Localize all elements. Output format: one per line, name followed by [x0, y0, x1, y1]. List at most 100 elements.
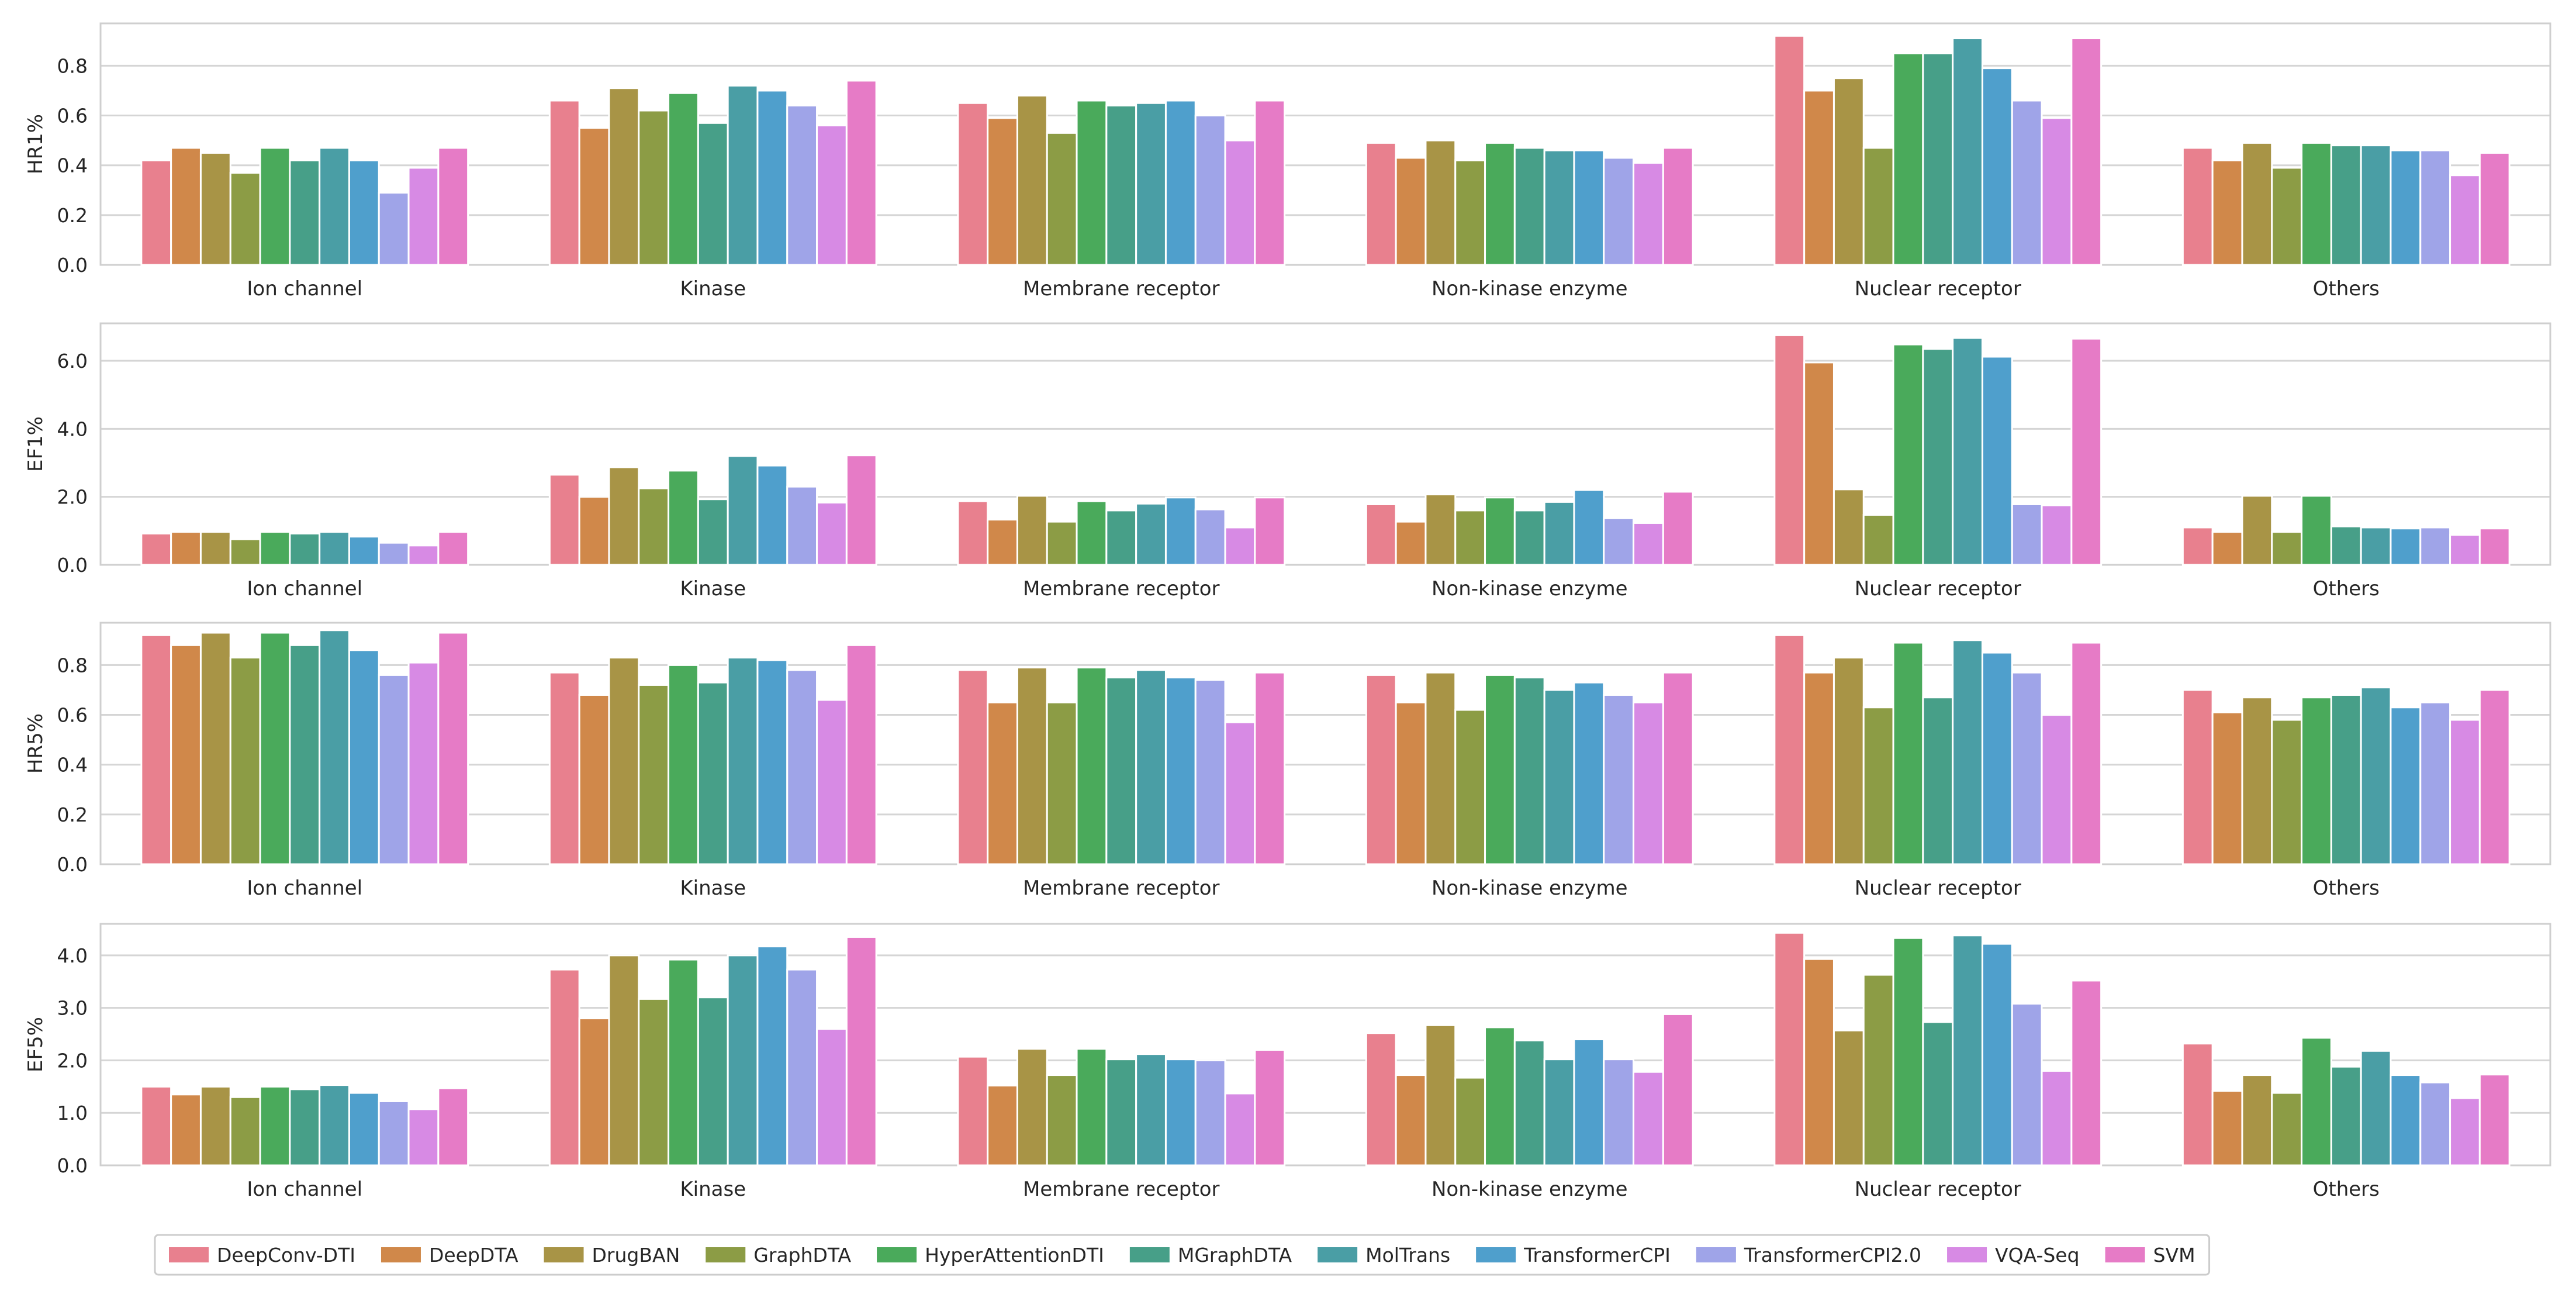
bar: [1922, 348, 1954, 566]
legend-entry: GraphDTA: [753, 1244, 851, 1267]
legend-entry: DrugBAN: [592, 1244, 680, 1267]
bar: [987, 701, 1018, 865]
bar: [1892, 52, 1924, 266]
bar: [2360, 1050, 2392, 1167]
bar: [668, 664, 699, 865]
x-tick-label: Ion channel: [247, 277, 362, 301]
bar: [1194, 115, 1226, 266]
bar: [638, 109, 670, 266]
bar: [1016, 94, 1048, 266]
bar: [957, 669, 989, 865]
bar: [578, 127, 610, 266]
x-tick-label: Nuclear receptor: [1855, 277, 2021, 301]
bar: [578, 693, 610, 865]
plot-frame: [99, 322, 2551, 566]
bar: [957, 1055, 989, 1167]
bar: [845, 454, 877, 566]
bar: [1194, 679, 1226, 865]
bar: [1046, 520, 1078, 566]
bar: [1922, 52, 1954, 266]
bar: [229, 171, 261, 266]
bar: [1773, 334, 1806, 566]
legend-entry: HyperAttentionDTI: [925, 1244, 1104, 1267]
legend-entry: MolTrans: [1365, 1244, 1450, 1267]
x-tick-label: Kinase: [680, 277, 746, 301]
legend-swatch: [1476, 1247, 1516, 1262]
bar: [1424, 671, 1457, 865]
plot-frame: [99, 923, 2551, 1167]
bar: [348, 159, 380, 266]
bar: [1773, 931, 1806, 1167]
bar: [668, 470, 699, 566]
legend-swatch: [169, 1247, 209, 1262]
plot-frame: [99, 22, 2551, 266]
bar: [170, 147, 202, 266]
bar: [1633, 1071, 1664, 1167]
bar: [2041, 117, 2073, 266]
bar: [170, 1093, 202, 1167]
bar: [2360, 686, 2392, 865]
bar: [1892, 641, 1924, 865]
bar: [1922, 1021, 1954, 1167]
bar: [1454, 709, 1486, 865]
bar: [1573, 1038, 1605, 1167]
bar: [229, 538, 261, 566]
bar: [2181, 147, 2214, 266]
bar: [1484, 496, 1516, 566]
y-tick-label: 0.8: [57, 654, 88, 677]
bar: [1662, 1013, 1694, 1167]
bar: [1076, 1048, 1108, 1167]
x-tick-label: Kinase: [680, 577, 746, 601]
bar: [1016, 1048, 1048, 1167]
bar: [1046, 1074, 1078, 1167]
legend-swatch: [1129, 1247, 1170, 1262]
bar: [2301, 1037, 2332, 1167]
bar: [2181, 689, 2214, 865]
bar: [756, 464, 789, 566]
plot-area: [101, 924, 2550, 1165]
y-tick-label: 0.0: [57, 853, 88, 876]
bar: [199, 151, 231, 266]
bar: [1164, 99, 1197, 266]
bar: [2390, 527, 2422, 566]
bar: [1832, 488, 1865, 566]
bar: [1633, 701, 1664, 865]
legend-swatch: [1947, 1247, 1987, 1262]
bar: [548, 671, 580, 865]
bar: [2011, 503, 2043, 566]
bar: [697, 996, 729, 1167]
bar: [987, 1085, 1018, 1167]
bar: [140, 159, 172, 266]
bar: [2330, 1065, 2362, 1167]
y-tick-label: 0.8: [57, 54, 88, 77]
bar: [2241, 495, 2273, 566]
bar: [2360, 144, 2392, 266]
bar: [845, 644, 877, 865]
bar: [1543, 1058, 1575, 1167]
bar: [2478, 151, 2511, 266]
bar: [2181, 1043, 2214, 1167]
bar: [1224, 526, 1256, 566]
bar: [2449, 719, 2481, 865]
bar: [1254, 496, 1286, 566]
bar: [1862, 147, 1894, 266]
bar: [1543, 501, 1575, 566]
x-tick-label: Others: [2313, 277, 2380, 301]
bar: [1076, 500, 1108, 566]
bar: [1484, 142, 1516, 266]
bar: [2419, 1081, 2451, 1167]
bar: [1513, 677, 1545, 865]
bar: [1603, 517, 1635, 566]
bar: [578, 1017, 610, 1167]
bar: [1194, 508, 1226, 566]
y-axis-label: EF5%: [24, 1017, 47, 1072]
bar: [437, 147, 469, 266]
bar: [2390, 149, 2422, 266]
x-tick-label: Ion channel: [247, 877, 362, 900]
legend-swatch: [2105, 1247, 2145, 1262]
bar: [1454, 509, 1486, 566]
bar: [170, 531, 202, 566]
bar: [1513, 509, 1545, 566]
bar: [289, 159, 321, 266]
bar: [1662, 147, 1694, 266]
